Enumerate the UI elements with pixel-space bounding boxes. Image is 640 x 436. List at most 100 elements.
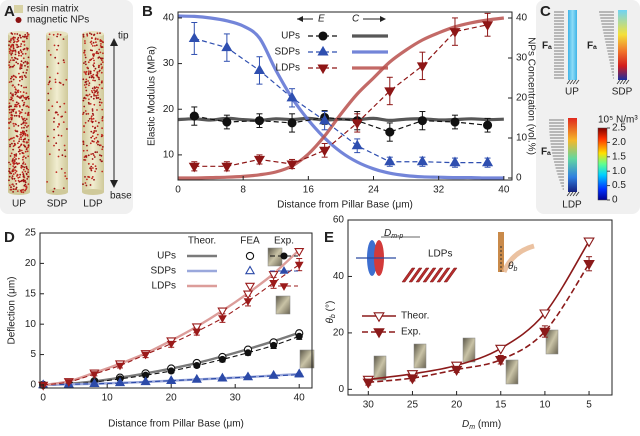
- nanoparticle: [91, 176, 94, 178]
- nanoparticle: [95, 86, 98, 89]
- x-axis-label: Distance from Pillar Base (μm): [108, 419, 244, 430]
- nanoparticle: [95, 97, 98, 100]
- nanoparticle: [50, 87, 52, 90]
- nanoparticle: [92, 132, 95, 134]
- nanoparticle: [18, 138, 21, 140]
- nanoparticle: [13, 125, 15, 127]
- nanoparticle: [18, 140, 20, 143]
- legend-label: SDPs: [150, 266, 176, 277]
- x-tick-label: 30: [230, 393, 242, 404]
- nanoparticle: [91, 112, 94, 115]
- nanoparticle: [82, 143, 85, 146]
- nanoparticle: [88, 93, 91, 96]
- x-axis-label: Dm (mm): [462, 419, 501, 431]
- nanoparticle: [16, 190, 19, 193]
- nanoparticle: [62, 121, 65, 123]
- nanoparticle: [98, 48, 101, 51]
- nanoparticle: [60, 134, 63, 137]
- nanoparticle: [17, 176, 20, 179]
- nanoparticle: [23, 101, 26, 104]
- nanoparticle: [85, 184, 88, 187]
- nanoparticle: [47, 92, 50, 95]
- legend-marker: [244, 282, 256, 292]
- nanoparticle: [18, 176, 21, 179]
- nanoparticle: [48, 109, 50, 112]
- nanoparticle: [90, 33, 93, 36]
- pillar-label: LDP: [562, 200, 582, 211]
- nanoparticle: [102, 52, 104, 55]
- nanoparticle: [93, 89, 95, 92]
- data-point: [189, 111, 199, 121]
- nanoparticle: [15, 134, 18, 137]
- nanoparticle: [13, 140, 15, 142]
- nanoparticle: [96, 52, 98, 55]
- nanoparticle: [88, 84, 90, 87]
- nanoparticle: [26, 32, 29, 34]
- nanoparticle: [96, 140, 99, 143]
- nanoparticle: [27, 97, 30, 100]
- nanoparticle: [24, 181, 27, 184]
- nanoparticle: [26, 178, 29, 180]
- nanoparticle: [23, 35, 26, 38]
- nanoparticle: [8, 108, 11, 111]
- nanoparticle: [62, 38, 65, 40]
- tip-label: tip: [118, 31, 129, 42]
- nanoparticle: [8, 170, 11, 173]
- nanoparticle: [98, 56, 101, 59]
- nanoparticle: [11, 175, 14, 178]
- nanoparticle: [101, 87, 103, 90]
- nanoparticle: [26, 135, 29, 137]
- nanoparticle: [12, 47, 15, 50]
- nanoparticle: [13, 185, 15, 188]
- nanoparticle: [10, 38, 13, 40]
- nanoparticle: [62, 83, 65, 86]
- nanoparticle: [93, 140, 95, 143]
- nanoparticle: [19, 152, 21, 155]
- y-tick-label: 5: [30, 349, 36, 360]
- colorbar: [597, 127, 608, 201]
- nanoparticle: [48, 80, 51, 83]
- nanoparticle: [26, 69, 28, 71]
- legend-swatch: [15, 17, 22, 23]
- nanoparticle: [17, 142, 19, 145]
- nanoparticle: [19, 76, 21, 79]
- nanoparticle: [98, 64, 101, 67]
- nanoparticle: [8, 161, 10, 164]
- nanoparticle: [16, 173, 19, 176]
- nanoparticle: [95, 136, 98, 139]
- data-point: [254, 116, 265, 126]
- nanoparticle: [100, 160, 103, 163]
- nanoparticle: [101, 116, 104, 118]
- nanoparticle: [13, 59, 15, 62]
- nanoparticle: [22, 161, 25, 164]
- nanoparticle: [95, 167, 98, 170]
- nanoparticle: [99, 57, 102, 60]
- y-axis-label: Deflection (μm): [7, 277, 18, 345]
- legend-marker: [373, 328, 385, 339]
- nanoparticle: [23, 41, 25, 43]
- y-tick-label: 15: [25, 288, 37, 299]
- nanoparticle: [93, 34, 95, 36]
- nanoparticle: [90, 76, 93, 79]
- nanoparticle: [91, 110, 94, 112]
- nanoparticle: [12, 173, 15, 176]
- nanoparticle: [15, 88, 17, 91]
- nanoparticle: [83, 131, 86, 134]
- force-label: Fₐ: [541, 147, 551, 158]
- nanoparticle: [22, 158, 24, 161]
- nanoparticle: [101, 117, 104, 120]
- nanoparticle: [94, 120, 97, 122]
- nanoparticle: [47, 140, 50, 142]
- base-hatch: [572, 79, 577, 85]
- nanoparticle: [48, 153, 51, 156]
- nanoparticle: [17, 157, 20, 160]
- nanoparticle: [82, 140, 85, 143]
- nanoparticle: [14, 180, 17, 182]
- panel-label: B: [142, 3, 153, 20]
- nanoparticle: [14, 103, 17, 106]
- nanoparticle: [97, 86, 99, 89]
- nanoparticle: [66, 128, 68, 130]
- x-axis-label-main: D: [462, 419, 469, 430]
- nanoparticle: [12, 191, 15, 193]
- nanoparticle: [12, 78, 15, 81]
